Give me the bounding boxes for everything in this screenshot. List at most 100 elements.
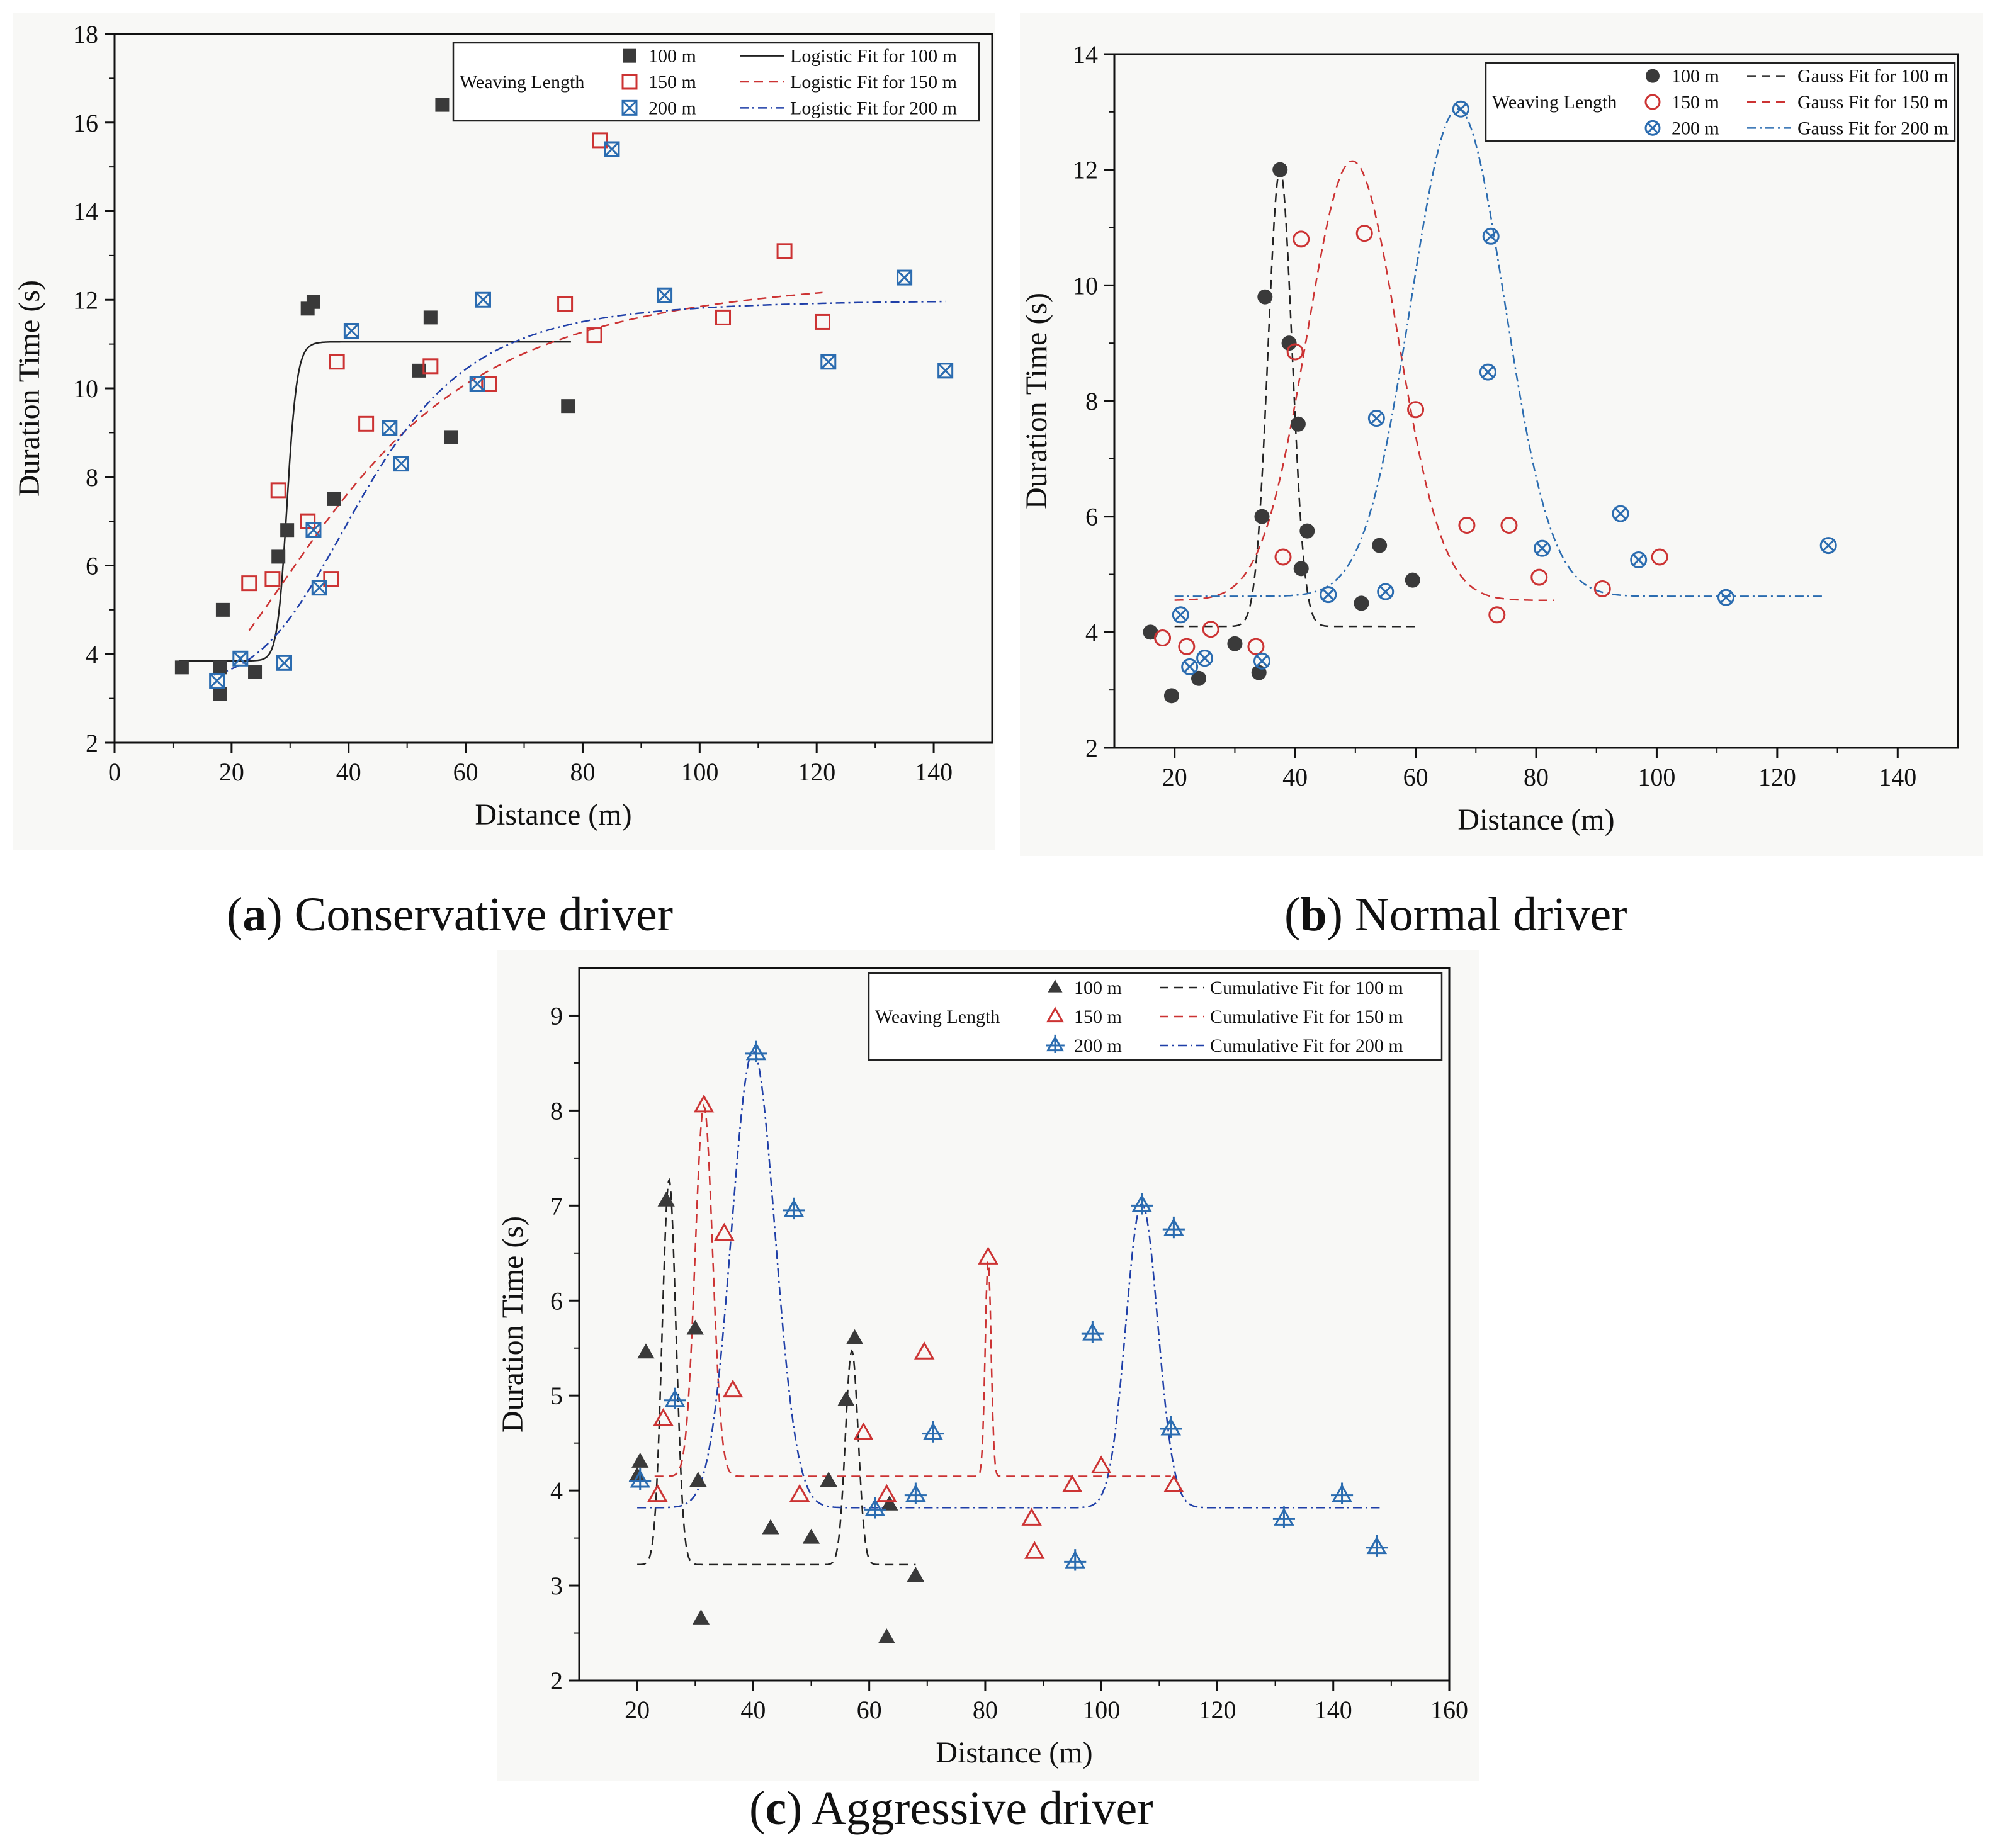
x-tick-label-100: 100: [1082, 1696, 1120, 1724]
point-b-s2-3: [1253, 652, 1270, 670]
legend-marker-a-1: [621, 74, 638, 90]
y-tick-label-18: 18: [73, 20, 98, 48]
x-tick-label-60: 60: [1403, 763, 1428, 791]
point-a-s0-0: [174, 660, 189, 675]
legend-box-a: [452, 42, 980, 122]
point-a-s1-11: [592, 132, 608, 149]
x-tick-label-80: 80: [1524, 763, 1549, 791]
legend-label-a-2: 200 m: [648, 98, 696, 118]
point-b-s1-10: [1488, 606, 1506, 624]
point-c-s1-10: [1021, 1507, 1042, 1526]
legend-label-a-0: 100 m: [648, 46, 696, 67]
point-c-s0-4: [686, 1319, 704, 1335]
point-b-s0-6: [1257, 289, 1273, 305]
point-b-s0-14: [1405, 572, 1420, 588]
point-c-s1-9: [978, 1246, 999, 1265]
y-tick-label-6: 6: [1085, 503, 1098, 531]
point-a-s0-4: [248, 665, 263, 679]
y-axis-title-b: Duration Time (s): [1020, 293, 1053, 509]
legend-marker-c-2: [1046, 1034, 1065, 1054]
legend-marker-b-0: [1646, 69, 1660, 83]
y-tick-label-14: 14: [73, 198, 98, 226]
legend-fit-label-b-1: Gauss Fit for 150 m: [1797, 92, 1949, 113]
point-a-s1-14: [814, 313, 830, 330]
point-b-s1-12: [1530, 568, 1548, 586]
y-tick-label-6: 6: [86, 552, 98, 580]
point-a-s2-14: [937, 363, 954, 379]
point-c-s2-7: [1064, 1549, 1087, 1571]
x-axis-title-b: Distance (m): [1457, 803, 1614, 837]
fit-curves-b: [1174, 108, 1826, 628]
point-a-s1-7: [422, 358, 439, 375]
point-c-s0-10: [837, 1390, 855, 1406]
legend-title-a: Weaving Length: [460, 72, 584, 93]
point-b-s0-8: [1281, 335, 1297, 351]
y-tick-label-3: 3: [550, 1572, 563, 1600]
point-b-s1-7: [1355, 225, 1373, 242]
legend-a: Weaving Length 100 m Logistic Fit for 100 …: [452, 42, 980, 122]
legend-marker-c-1: [1046, 1006, 1065, 1023]
x-axis-title-a: Distance (m): [475, 798, 631, 831]
point-b-s0-5: [1254, 509, 1270, 524]
point-a-s2-2: [276, 655, 293, 671]
point-a-s1-5: [329, 354, 345, 370]
point-b-s1-1: [1178, 638, 1196, 655]
point-b-s2-4: [1320, 586, 1337, 604]
chart-panel-c: 20 40 60 80 100 120 140 160 2 3 4 5 6 7 8 9 Distance (m)…: [497, 950, 1479, 1781]
point-a-s2-5: [343, 323, 359, 339]
point-b-s0-7: [1272, 162, 1288, 177]
legend-fit-label-c-2: Cumulative Fit for 200 m: [1210, 1035, 1403, 1056]
point-b-s1-6: [1293, 230, 1310, 248]
point-b-s0-13: [1372, 538, 1388, 553]
legend-c: Weaving Length 100 m Cumulative Fit for 10…: [868, 972, 1443, 1061]
y-tick-label-9: 9: [550, 1001, 563, 1030]
legend-marker-b-2: [1644, 120, 1661, 136]
x-tick-label-20: 20: [625, 1696, 650, 1724]
point-c-s0-7: [762, 1519, 779, 1535]
point-a-s1-12: [715, 309, 732, 325]
point-c-s0-14: [907, 1567, 925, 1582]
point-b-s1-9: [1458, 516, 1476, 534]
caption-b: (b) Normal driver: [1284, 888, 1627, 941]
point-a-s2-0: [209, 672, 225, 689]
point-c-s1-1: [653, 1407, 674, 1426]
point-a-s0-6: [280, 523, 295, 538]
x-tick-label-100: 100: [681, 758, 718, 786]
legend-label-c-0: 100 m: [1074, 978, 1122, 998]
point-a-s0-5: [271, 549, 286, 564]
point-a-s2-8: [469, 376, 485, 392]
legend-fit-label-c-0: Cumulative Fit for 100 m: [1210, 978, 1403, 998]
chart-a-svg: 0 20 40 60 80 100 120 140 2 4 6 8 10 12 14 16 18 Distance…: [13, 20, 993, 831]
point-c-s2-2: [745, 1040, 767, 1063]
point-c-s1-8: [914, 1341, 935, 1360]
x-axis-a: 0 20 40 60 80 100 120 140: [108, 743, 953, 786]
x-tick-label-140: 140: [1315, 1696, 1352, 1724]
data-points-c: [628, 1040, 1388, 1644]
point-a-s0-10: [412, 363, 426, 378]
y-tick-label-2: 2: [1085, 734, 1098, 762]
x-tick-label-120: 120: [1758, 763, 1796, 791]
point-c-s1-2: [693, 1094, 715, 1113]
point-c-s0-8: [802, 1528, 820, 1544]
point-c-s0-5: [689, 1472, 707, 1487]
point-c-s2-10: [1160, 1416, 1182, 1438]
point-b-s1-14: [1651, 548, 1668, 566]
point-b-s1-4: [1274, 548, 1292, 566]
point-a-s2-6: [382, 420, 398, 436]
point-a-s0-12: [435, 98, 450, 112]
legend-fit-label-a-0: Logistic Fit for 100 m: [790, 46, 957, 67]
point-a-s0-3: [213, 687, 227, 701]
fit-curve-a-1: [248, 291, 823, 631]
legend-box-c: [868, 972, 1443, 1061]
x-tick-label-80: 80: [570, 758, 595, 786]
legend-label-a-1: 150 m: [648, 72, 696, 93]
y-tick-label-10: 10: [1073, 271, 1098, 300]
legend-title-c: Weaving Length: [875, 1006, 1000, 1027]
fit-curve-c-1: [654, 1103, 1171, 1477]
point-b-s1-2: [1202, 621, 1219, 638]
x-tick-label-60: 60: [453, 758, 478, 786]
point-b-s0-12: [1354, 595, 1369, 611]
legend-fit-label-a-1: Logistic Fit for 150 m: [790, 72, 957, 93]
y-tick-label-4: 4: [550, 1477, 563, 1505]
point-c-s0-0: [628, 1467, 646, 1482]
